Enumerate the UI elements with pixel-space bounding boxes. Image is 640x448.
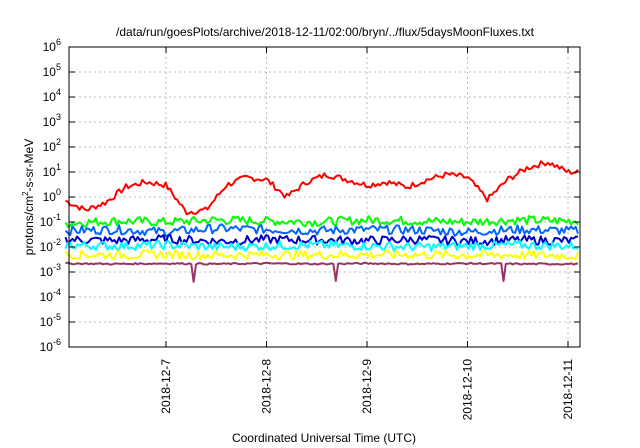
y-tick-label: 10-3 <box>40 262 61 279</box>
series-line <box>64 239 579 253</box>
y-tick-label: 100 <box>43 187 61 204</box>
y-axis-ticks: 10-6 10-5 10-4 10-3 10-2 10-1 100 101 102 103 104 1… <box>40 37 580 354</box>
x-tick-label: 2018-12-11 <box>561 359 575 420</box>
x-tick-label: 2018-12-9 <box>360 359 374 414</box>
y-tick-label: 105 <box>43 62 61 79</box>
series-line <box>64 223 579 238</box>
series-line <box>64 249 579 261</box>
series-line <box>64 215 579 228</box>
y-axis-label: protons/cm2-s-sr-MeV <box>21 139 36 255</box>
y-tick-label: 102 <box>43 137 61 154</box>
y-tick-label: 106 <box>43 37 61 54</box>
y-tick-label: 103 <box>43 112 61 129</box>
x-tick-label: 2018-12-7 <box>159 359 173 414</box>
y-tick-label: 10-1 <box>40 212 61 229</box>
x-tick-label: 2018-12-10 <box>461 359 475 421</box>
series-line <box>65 261 579 283</box>
grid-lines <box>69 47 580 347</box>
chart-title: /data/run/goesPlots/archive/2018-12-11/0… <box>116 25 535 39</box>
x-tick-label: 2018-12-8 <box>260 359 274 414</box>
y-tick-label: 10-5 <box>40 312 61 329</box>
y-tick-label: 10-2 <box>40 237 61 254</box>
x-axis-ticks: 2018-12-7 2018-12-8 2018-12-9 2018-12-10 201… <box>159 47 575 420</box>
series-line <box>64 233 579 247</box>
y-tick-label: 104 <box>43 87 61 104</box>
y-tick-label: 10-6 <box>40 337 61 354</box>
series-layer <box>64 160 579 283</box>
y-tick-label: 10-4 <box>40 287 61 304</box>
x-axis-label: Coordinated Universal Time (UTC) <box>232 431 416 445</box>
y-tick-label: 101 <box>43 162 61 179</box>
series-line <box>65 160 579 216</box>
